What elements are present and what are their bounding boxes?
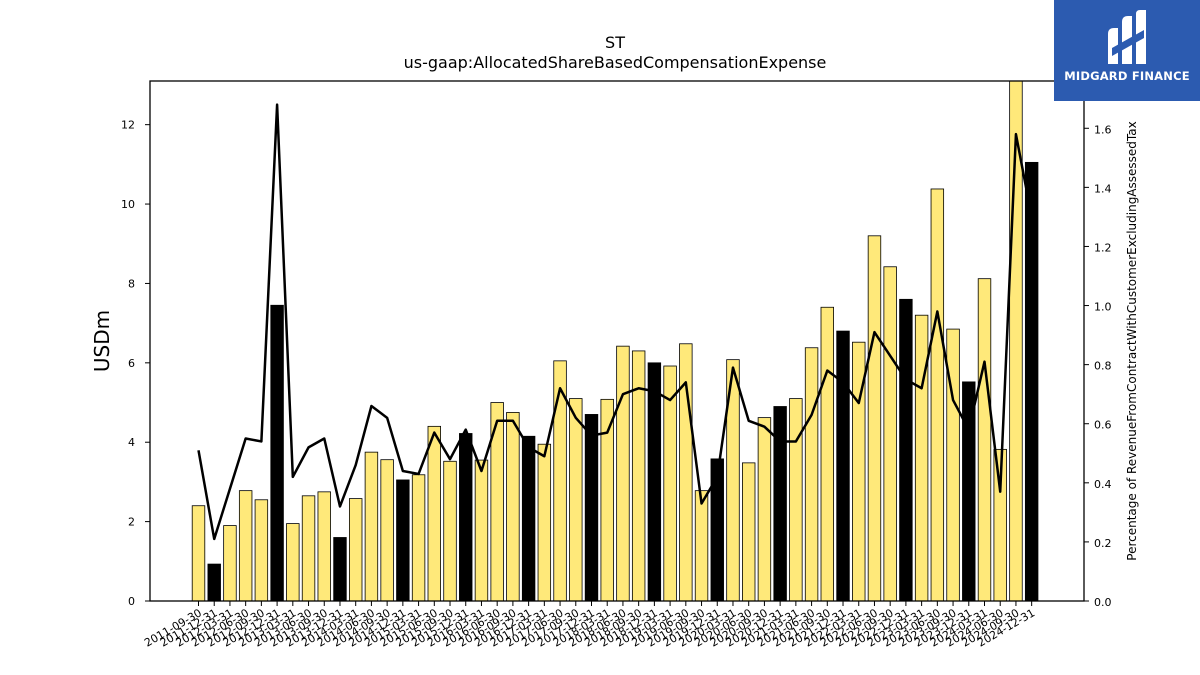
bar-2021-03-31 [789, 398, 803, 602]
bar-2015-12-31 [459, 433, 473, 602]
y-tick-label-right: 0.0 [1094, 596, 1112, 609]
bar-2012-09-30 [254, 499, 269, 602]
y-tick-label-right: 1.6 [1094, 123, 1112, 136]
bar-2013-06-30 [301, 495, 316, 602]
bar-2016-12-31 [521, 435, 536, 602]
bar-2014-09-30 [380, 459, 394, 602]
y-tick-label-left: 10 [121, 198, 135, 211]
bar-2012-03-31 [223, 525, 237, 602]
bar-2019-12-31 [710, 458, 724, 602]
y-tick-label-right: 0.2 [1094, 537, 1112, 550]
bar-2012-12-31 [270, 304, 284, 602]
bar-2016-09-30 [506, 412, 520, 602]
bar-2016-03-31 [474, 459, 489, 602]
y-tick-label-right: 0.8 [1094, 360, 1112, 373]
bar-2020-09-30 [757, 417, 772, 602]
y-tick-label-left: 12 [121, 119, 135, 132]
chart-title: ST [605, 33, 625, 52]
bar-2024-12-31 [1024, 161, 1039, 602]
bars-layer [191, 80, 1039, 602]
y-tick-label-left: 2 [128, 516, 135, 529]
y-tick-label-left: 6 [128, 357, 135, 370]
bar-2014-12-31 [396, 479, 410, 602]
y-tick-label-left: 0 [128, 595, 135, 608]
bar-2015-06-30 [427, 425, 442, 602]
y-tick-label-left: 4 [128, 436, 135, 449]
bar-2012-06-30 [238, 490, 253, 602]
bar-2019-09-30 [694, 490, 709, 602]
bar-2017-12-31 [584, 414, 599, 602]
bar-2015-03-31 [411, 474, 426, 602]
bar-2021-09-30 [820, 306, 835, 602]
y-tick-label-right: 0.4 [1094, 478, 1112, 491]
plot-frame [149, 80, 1085, 602]
bar-2022-06-30 [867, 235, 882, 602]
logo-mark-icon [1108, 10, 1146, 64]
y-tick-label-right: 0.6 [1094, 419, 1112, 432]
bar-2011-09-30 [191, 505, 206, 602]
bar-2023-03-31 [914, 314, 929, 602]
bar-2021-06-30 [804, 347, 819, 602]
brand-name: MIDGARD FINANCE [1064, 69, 1190, 83]
bar-2013-09-30 [317, 491, 331, 602]
bar-2011-12-31 [207, 563, 221, 602]
bar-2022-12-31 [899, 298, 913, 602]
bar-2018-12-31 [647, 362, 662, 602]
bar-2017-03-31 [537, 443, 552, 602]
chart-subtitle: us-gaap:AllocatedShareBasedCompensationE… [404, 53, 827, 72]
bar-2017-09-30 [569, 398, 583, 602]
bar-2013-12-31 [333, 537, 347, 602]
bar-2018-06-30 [616, 345, 630, 602]
y-axis-label-right: Percentage of RevenueFromContractWithCus… [1125, 121, 1139, 560]
percentage-line [197, 103, 1033, 541]
brand-logo: MIDGARD FINANCE [1054, 0, 1200, 101]
bar-2013-03-31 [286, 523, 300, 602]
y-tick-label-right: 1.0 [1094, 301, 1112, 314]
y-tick-label-right: 1.2 [1094, 241, 1112, 254]
bar-2023-06-30 [930, 188, 945, 602]
bar-2020-06-30 [742, 462, 756, 602]
bar-2015-09-30 [443, 460, 457, 602]
bar-2014-06-30 [364, 451, 379, 602]
bar-2014-03-31 [348, 498, 363, 602]
bar-2021-12-31 [836, 330, 850, 602]
y-tick-label-right: 1.4 [1094, 182, 1112, 195]
bar-2024-03-31 [977, 278, 992, 602]
bar-2022-09-30 [883, 266, 897, 602]
y-tick-label-left: 8 [128, 277, 135, 290]
axes-layer: 0246810120.00.20.40.60.81.01.21.41.62011… [121, 80, 1112, 650]
line-layer [197, 103, 1033, 541]
y-axis-label-left: USDm [90, 310, 114, 372]
